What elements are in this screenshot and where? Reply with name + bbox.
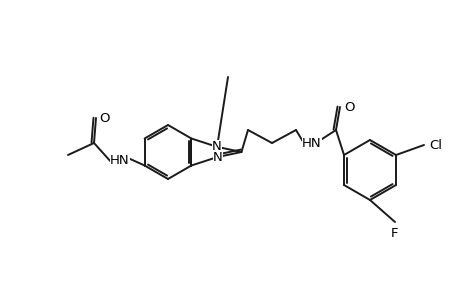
Text: O: O <box>99 112 109 124</box>
Text: HN: HN <box>302 136 321 149</box>
Text: HN: HN <box>110 154 129 166</box>
Text: Cl: Cl <box>428 139 441 152</box>
Text: F: F <box>391 227 398 240</box>
Text: N: N <box>213 151 223 164</box>
Text: O: O <box>343 100 354 113</box>
Text: N: N <box>212 140 221 153</box>
